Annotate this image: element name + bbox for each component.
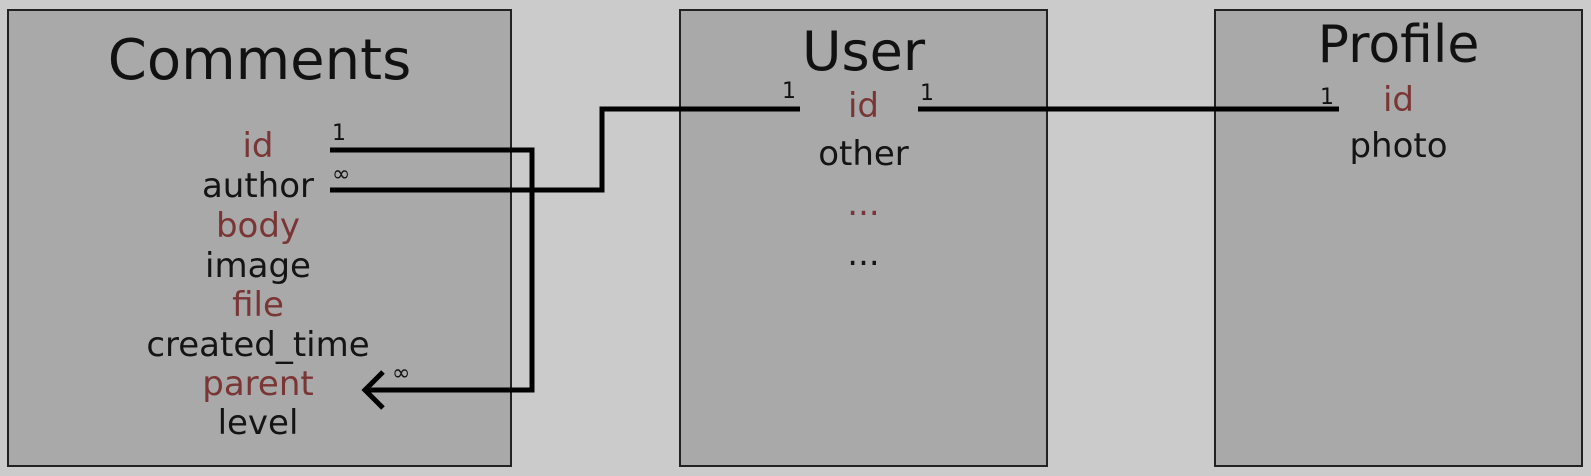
arrow-head-parent-icon	[361, 370, 385, 410]
comments-field-parent: parent	[202, 364, 314, 404]
card-comments-id: 1	[332, 121, 346, 146]
comments-field-created-time: created_time	[146, 325, 370, 365]
profile-entity: Profile id photo	[1214, 9, 1583, 467]
comments-field-file: file	[232, 285, 284, 325]
link-comments-id-to-parent	[330, 147, 535, 393]
comments-title: Comments	[107, 28, 412, 93]
card-profile-id: 1	[1320, 85, 1334, 110]
user-field-id: id	[847, 86, 880, 126]
comments-entity: Comments id author body image file creat…	[7, 9, 512, 467]
card-user-id-right: 1	[920, 81, 934, 106]
card-comments-parent: ∞	[392, 361, 410, 386]
profile-title: Profile	[1317, 15, 1480, 75]
user-field-ellipsis-1: ...	[847, 184, 880, 224]
user-field-other: other	[818, 134, 909, 174]
comments-field-id: id	[242, 126, 274, 166]
comments-field-image: image	[205, 246, 311, 286]
card-user-id-left: 1	[782, 79, 796, 104]
user-entity: User id other ... ...	[679, 9, 1048, 467]
link-comments-author-to-user	[330, 106, 800, 193]
user-title: User	[801, 20, 926, 83]
comments-field-level: level	[217, 403, 299, 443]
profile-field-photo: photo	[1349, 126, 1448, 166]
comments-field-body: body	[215, 206, 301, 246]
card-comments-author: ∞	[332, 162, 350, 187]
user-field-ellipsis-2: ...	[847, 234, 880, 274]
profile-field-id: id	[1382, 80, 1415, 120]
comments-field-author: author	[201, 166, 315, 206]
